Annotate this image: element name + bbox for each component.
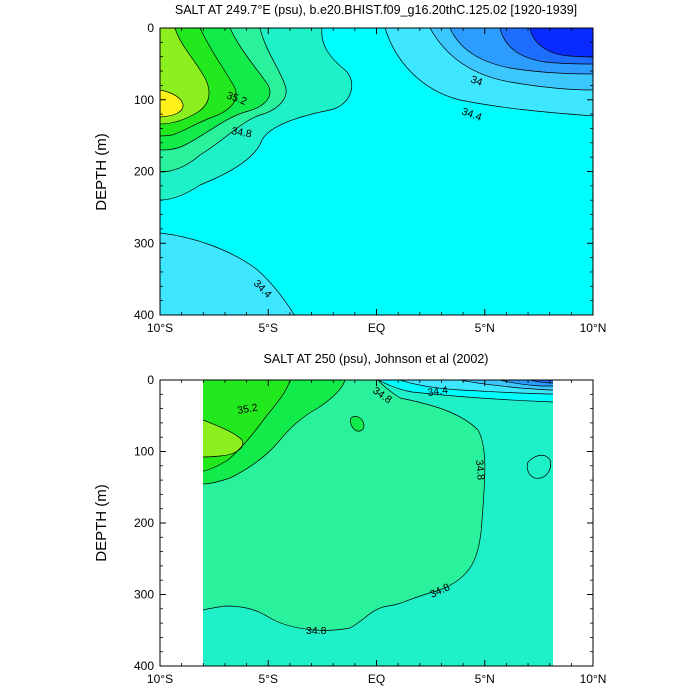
panel-obs-ylabel: DEPTH (m) <box>93 484 110 562</box>
fill-35.8 <box>160 90 184 117</box>
fill-33.6-north <box>530 28 593 57</box>
x-tick-label: 5°N <box>475 672 495 686</box>
panel-model-title: SALT AT 249.7°E (psu), b.e20.BHIST.f09_g… <box>175 3 577 17</box>
x-tick-label: EQ <box>368 321 385 335</box>
x-tick-label: EQ <box>368 672 385 686</box>
panel-obs-field: 35.2 34.8 34.4 34.8 34.8 34.8 <box>203 380 553 666</box>
x-tick-label: 10°N <box>580 321 607 335</box>
panel-model: SALT AT 249.7°E (psu), b.e20.BHIST.f09_g… <box>93 3 606 335</box>
x-tick-label: 5°N <box>475 321 495 335</box>
y-tick-label: 200 <box>134 165 154 179</box>
contour-label: 34 <box>469 74 484 89</box>
contour-label: 34.8 <box>306 625 327 637</box>
y-tick-label: 300 <box>134 588 154 602</box>
fill-35.2-blob <box>350 416 364 432</box>
panel-model-field: 35.2 34.8 34 34.4 34.4 <box>160 28 593 315</box>
y-tick-label: 100 <box>134 445 154 459</box>
panel-model-ylabel: DEPTH (m) <box>93 133 110 211</box>
x-tick-label: 10°S <box>147 321 173 335</box>
x-tick-label: 10°S <box>147 672 173 686</box>
panel-model-axes: 10°S 5°S EQ 5°N 10°N 0 100 200 300 400 <box>134 21 606 335</box>
fill-33.8-north <box>530 380 553 383</box>
panel-obs-axes: 10°S 5°S EQ 5°N 10°N 0 100 200 300 400 <box>134 373 606 686</box>
y-tick-label: 0 <box>147 373 154 387</box>
y-tick-label: 300 <box>134 236 154 250</box>
y-tick-label: 100 <box>134 93 154 107</box>
contour-label: 34.8 <box>473 459 487 481</box>
x-tick-label: 10°N <box>580 672 607 686</box>
x-tick-label: 5°S <box>259 672 278 686</box>
y-tick-label: 0 <box>147 21 154 35</box>
fill-35.6 <box>203 420 243 457</box>
panel-obs-title: SALT AT 250 (psu), Johnson et al (2002) <box>264 352 489 366</box>
panel-obs: SALT AT 250 (psu), Johnson et al (2002) <box>93 352 606 686</box>
fill-34.8-bump <box>527 455 551 479</box>
x-tick-label: 5°S <box>259 321 278 335</box>
contour-label: 34.4 <box>427 384 449 399</box>
contour-label: 35.2 <box>236 402 258 417</box>
fill-34.4-deep <box>160 233 295 315</box>
y-tick-label: 400 <box>134 659 154 673</box>
y-tick-label: 200 <box>134 516 154 530</box>
contour-label: 34.8 <box>230 125 252 140</box>
y-tick-label: 400 <box>134 308 154 322</box>
